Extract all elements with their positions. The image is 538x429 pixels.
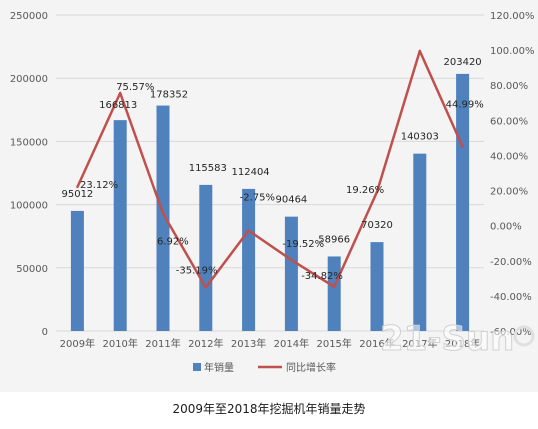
bar-value-label: 70320: [361, 220, 393, 231]
watermark-text: 21-Sun: [380, 319, 514, 359]
bar: [199, 184, 213, 331]
x-axis-tick-label: 2013年: [231, 337, 266, 350]
line-point: [247, 229, 250, 232]
right-axis-tick-label: 100.00%: [490, 46, 535, 57]
line-point: [333, 285, 336, 288]
line-point: [461, 145, 464, 148]
line-value-label: -35.19%: [176, 265, 218, 276]
bar: [113, 120, 127, 331]
right-axis-tick-label: 40.00%: [490, 151, 528, 162]
x-axis-tick-label: 2015年: [316, 337, 351, 350]
line-value-label: 6.92%: [157, 237, 189, 248]
legend-bar-swatch: [193, 363, 201, 371]
line-point: [76, 185, 79, 189]
line-value-label: -2.75%: [240, 192, 275, 203]
bar-value-label: 90464: [275, 195, 307, 206]
x-axis-tick-label: 2009年: [60, 337, 95, 350]
x-axis-tick-label: 2012年: [188, 337, 223, 350]
left-axis-tick-label: 100000: [10, 201, 48, 212]
line-value-label: 75.57%: [116, 82, 154, 93]
right-axis-tick-label: -20.00%: [490, 257, 532, 268]
bar-value-label: 58966: [318, 234, 350, 245]
bar: [284, 216, 298, 331]
bar: [70, 210, 84, 331]
bar-value-label: 203420: [444, 57, 482, 68]
right-axis-tick-label: 80.00%: [490, 81, 528, 92]
legend-bar-label: 年销量: [204, 361, 234, 374]
line-point: [161, 212, 165, 215]
line-extra-label: 23.12%: [80, 180, 118, 191]
bar-value-label: 115583: [189, 163, 227, 174]
bar: [413, 153, 427, 331]
left-axis-tick-label: 50000: [16, 264, 48, 275]
bar: [456, 73, 470, 331]
watermark-logo: 21-Sun: [380, 319, 535, 360]
chart-panel: 95012 166813 178352 115583 112404 90464 58966 7…: [0, 0, 538, 392]
line-value-label: 19.26%: [346, 185, 384, 196]
bar: [327, 256, 341, 331]
right-axis-tick-label: 0.00%: [490, 222, 522, 233]
bar-value-label: 166813: [99, 100, 137, 111]
sales-chart: 95012 166813 178352 115583 112404 90464 58966 7…: [10, 11, 535, 374]
line-point: [290, 258, 293, 262]
legend-line-label: 同比增长率: [286, 361, 336, 374]
bar-value-label: 178352: [150, 90, 188, 101]
bar-value-label: 140303: [401, 132, 439, 143]
bar: [370, 242, 384, 331]
x-axis-tick-label: 2018年: [445, 337, 480, 350]
bar-value-label: 112404: [232, 167, 270, 178]
line-point: [119, 91, 122, 95]
left-axis-tick-label: 150000: [10, 137, 48, 148]
line-value-label: 44.99%: [446, 100, 484, 111]
right-axis-tick-label: 20.00%: [490, 187, 528, 198]
left-axis-tick-label: 0: [42, 327, 48, 338]
x-axis-tick-label: 2010年: [102, 337, 137, 350]
line-point: [204, 286, 207, 289]
growth-rate-line: [76, 49, 464, 289]
x-axis-tick-label: 2017年: [402, 337, 437, 350]
x-axis-tick-label: 2016年: [359, 337, 394, 350]
right-axis-tick-label: 60.00%: [490, 116, 528, 127]
line-point: [375, 190, 379, 194]
line-value-label: -19.52%: [282, 239, 324, 250]
bar: [242, 188, 256, 331]
right-axis-tick-label: 120.00%: [490, 11, 535, 22]
x-axis-tick-label: 2011年: [145, 337, 180, 350]
right-axis-tick-label: -40.00%: [490, 292, 532, 303]
bar: [156, 105, 170, 331]
line-value-label: -34.82%: [301, 271, 343, 282]
bar-value-label: 95012: [61, 189, 93, 200]
line-point: [418, 49, 421, 53]
right-axis-tick-label: -60.00%: [490, 327, 532, 338]
left-axis-tick-label: 200000: [10, 74, 48, 85]
left-axis-tick-label: 250000: [10, 11, 48, 22]
x-axis-tick-label: 2014年: [274, 337, 309, 350]
chart-caption: 2009年至2018年挖掘机年销量走势: [172, 402, 366, 416]
